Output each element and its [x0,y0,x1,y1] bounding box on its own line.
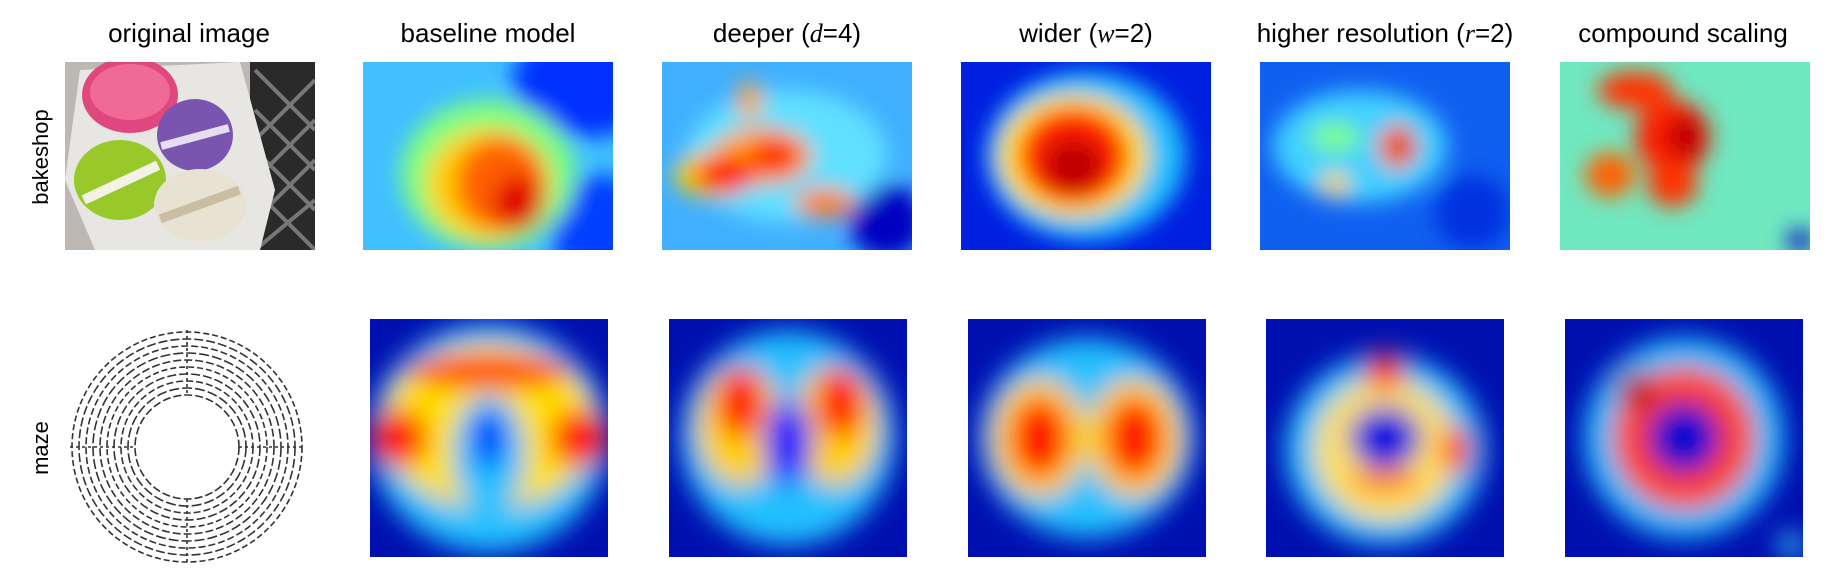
heatmap-blobs [1285,352,1485,546]
heat-blob [1442,426,1471,474]
heatmap-blobs [1584,338,1803,557]
heat-blob [472,409,506,467]
heatmaps [363,62,1810,557]
photo-macarons [65,62,315,250]
heat-blob [1387,133,1413,160]
heatmap [1266,319,1504,557]
row-label: bakeshop [28,109,53,204]
maze-ring [113,373,261,521]
column-header: original image [108,18,270,48]
heatmap-blobs [1585,71,1810,250]
heat-blob [1349,407,1421,469]
heat-blob [1435,174,1510,250]
column-header: compound scaling [1578,18,1788,48]
column-header: wider (w=2) [1018,18,1153,48]
heat-blob [1787,229,1810,250]
heat-blob [1648,402,1720,474]
heatmap-blobs [400,62,613,250]
heat-blob [1320,172,1350,196]
heat-blob [737,80,762,119]
heat-blob [493,174,543,232]
maze-wall [70,330,304,564]
heat-blob [1617,371,1656,410]
heat-blob [1043,137,1104,194]
heat-blob [1365,352,1405,391]
heat-blob [1106,397,1164,479]
heat-blob [749,137,800,175]
heatmap [370,319,608,557]
maze-ring [134,394,240,500]
heat-blob [794,187,855,219]
heatmap-blobs [1272,90,1510,250]
heatmap-blobs [680,330,896,546]
column-header: higher resolution (r=2) [1257,18,1514,48]
heatmap [968,319,1206,557]
column-headers: original image baseline model deeper (d=… [108,18,1788,48]
heat-blob [370,409,428,467]
heatmap [961,62,1211,250]
heatmap [1560,62,1810,250]
heatmap [363,62,613,250]
heat-blob [1665,114,1705,160]
heatmap [1565,319,1803,557]
heat-blob [550,409,608,467]
heatmap-blobs [674,80,912,250]
heat-blob [1272,90,1448,203]
heatmap [1260,62,1510,250]
maze-ring [106,366,268,528]
maze-ring [78,338,296,556]
heatmap [662,62,912,250]
column-header: baseline model [401,18,576,48]
heat-blob [849,184,912,250]
heatmap-blobs [370,323,608,553]
heatmap [669,319,907,557]
heat-blob [1010,397,1068,479]
heat-blob [816,366,865,438]
photo-maze [70,330,304,564]
heat-blob [1779,533,1803,557]
heat-blob [694,156,755,194]
heat-blob [1597,71,1673,109]
column-header: deeper (d=4) [713,18,861,48]
maze-ring [120,380,254,514]
heatmap-blobs [979,338,1195,538]
row-label: maze [28,421,53,475]
heat-blob [1585,152,1635,198]
maze-ring [127,387,247,507]
heat-blob [764,399,812,486]
heat-blob [716,366,765,438]
heat-blob [1310,122,1360,153]
heat-blob [1647,161,1698,207]
heat-blob [405,354,573,389]
heatmap-blobs [986,71,1186,241]
heat-blob [1349,468,1421,493]
